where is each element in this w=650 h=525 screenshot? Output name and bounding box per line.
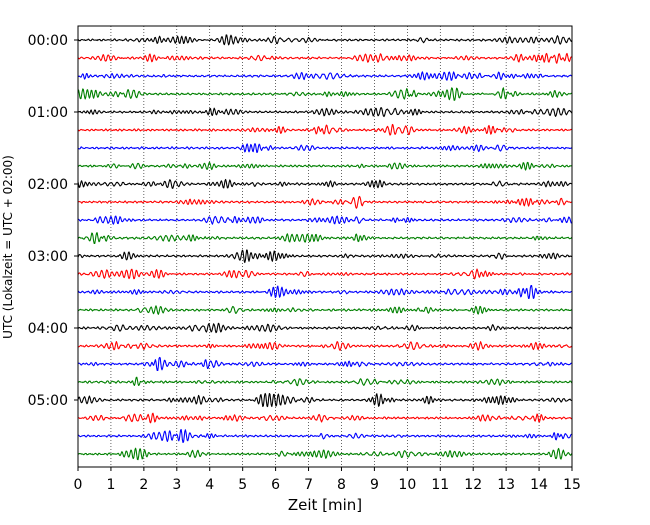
seismic-trace bbox=[77, 447, 573, 461]
seismic-trace bbox=[77, 123, 572, 136]
x-tick-label: 10 bbox=[398, 477, 416, 493]
x-tick-label: 13 bbox=[497, 477, 515, 493]
y-axis-label: UTC (Lokalzeit = UTC + 02:00) bbox=[1, 155, 15, 339]
seismic-trace bbox=[77, 195, 572, 209]
x-tick-label: 6 bbox=[271, 477, 280, 493]
seismic-trace bbox=[77, 106, 573, 118]
x-tick-label: 9 bbox=[370, 477, 379, 493]
x-axis-label: Zeit [min] bbox=[288, 496, 362, 514]
x-tick-label: 4 bbox=[205, 477, 214, 493]
trace-group bbox=[77, 34, 573, 461]
x-tick-label: 11 bbox=[431, 477, 449, 493]
seismic-trace bbox=[77, 178, 573, 189]
y-axis-ticks: 00:00 01:00 02:00 03:00 04:00 05:00 bbox=[28, 33, 78, 409]
x-tick-label: 1 bbox=[106, 477, 115, 493]
seismic-trace bbox=[77, 322, 572, 334]
seismic-trace bbox=[77, 232, 573, 245]
seismic-trace bbox=[77, 52, 572, 64]
seismic-trace bbox=[77, 305, 573, 315]
x-tick-label: 14 bbox=[530, 477, 548, 493]
x-tick-label: 7 bbox=[304, 477, 313, 493]
x-tick-label: 15 bbox=[563, 477, 581, 493]
seismic-trace bbox=[77, 376, 573, 387]
x-axis-ticks: 0 1 2 3 4 5 6 7 8 9 10 11 12 13 14 15 bbox=[74, 467, 581, 493]
x-tick-label: 0 bbox=[74, 477, 83, 493]
seismic-trace bbox=[77, 87, 573, 101]
y-tick-label: 01:00 bbox=[28, 105, 68, 121]
y-tick-label: 05:00 bbox=[28, 393, 68, 409]
x-tick-label: 3 bbox=[172, 477, 181, 493]
seismic-trace bbox=[77, 71, 573, 81]
y-tick-label: 02:00 bbox=[28, 177, 68, 193]
seismic-trace bbox=[77, 412, 572, 424]
seismic-trace bbox=[77, 249, 573, 264]
x-tick-label: 8 bbox=[337, 477, 346, 493]
x-tick-label: 12 bbox=[464, 477, 482, 493]
seismic-trace bbox=[77, 392, 572, 408]
seismic-trace bbox=[77, 429, 572, 444]
seismic-trace bbox=[77, 341, 573, 351]
seismic-trace bbox=[77, 34, 572, 46]
seismic-trace bbox=[77, 284, 572, 300]
seismic-trace bbox=[77, 143, 573, 153]
seismic-trace bbox=[77, 356, 572, 372]
y-tick-label: 03:00 bbox=[28, 249, 68, 265]
y-tick-label: 04:00 bbox=[28, 321, 68, 337]
x-tick-label: 5 bbox=[238, 477, 247, 493]
y-tick-label: 00:00 bbox=[28, 33, 68, 49]
x-tick-label: 2 bbox=[139, 477, 148, 493]
seismic-trace bbox=[77, 268, 572, 280]
seismic-trace bbox=[77, 215, 573, 225]
plot-frame bbox=[77, 25, 573, 468]
seismic-trace bbox=[77, 161, 572, 171]
